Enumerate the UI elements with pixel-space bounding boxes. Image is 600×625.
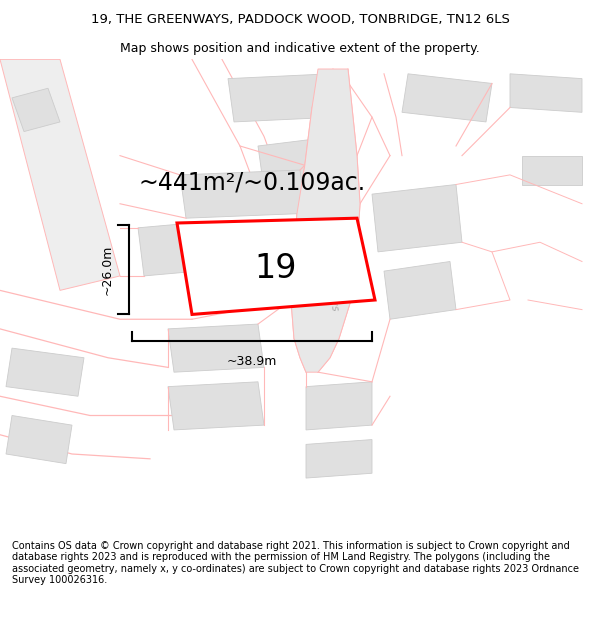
Text: ~26.0m: ~26.0m [101,245,114,295]
Polygon shape [291,69,360,372]
Polygon shape [402,74,492,122]
Polygon shape [510,74,582,112]
Polygon shape [180,170,306,218]
Polygon shape [228,74,336,122]
Text: 19, THE GREENWAYS, PADDOCK WOOD, TONBRIDGE, TN12 6LS: 19, THE GREENWAYS, PADDOCK WOOD, TONBRID… [91,13,509,26]
Polygon shape [384,261,456,319]
Polygon shape [258,136,342,189]
Text: Contains OS data © Crown copyright and database right 2021. This information is : Contains OS data © Crown copyright and d… [12,541,579,586]
Text: Map shows position and indicative extent of the property.: Map shows position and indicative extent… [120,41,480,54]
Polygon shape [522,156,582,184]
Polygon shape [372,184,462,252]
Polygon shape [6,348,84,396]
Text: 19: 19 [255,253,297,285]
Polygon shape [138,223,198,276]
Polygon shape [6,416,72,464]
Text: The Greenways: The Greenways [316,231,340,312]
Polygon shape [0,59,120,291]
Polygon shape [306,382,372,430]
Text: ~441m²/~0.109ac.: ~441m²/~0.109ac. [139,170,365,194]
Polygon shape [168,324,264,372]
Polygon shape [177,218,375,314]
Polygon shape [168,382,264,430]
Text: ~38.9m: ~38.9m [227,356,277,368]
Polygon shape [12,88,60,131]
Polygon shape [306,439,372,478]
